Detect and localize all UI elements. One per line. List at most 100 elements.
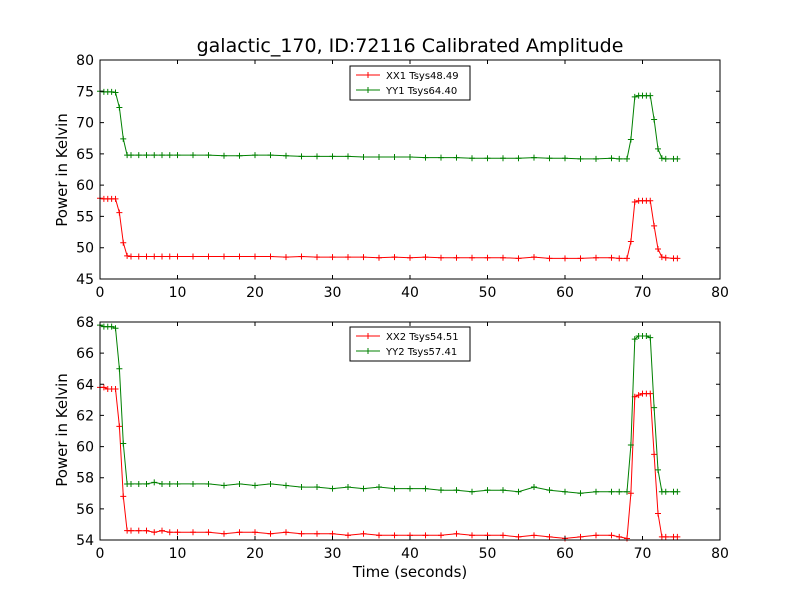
y-tick-label: 50 <box>76 241 94 257</box>
x-tick-label: 60 <box>556 546 574 562</box>
y-tick-label: 80 <box>76 53 94 69</box>
data-point <box>174 152 181 159</box>
data-point <box>151 479 158 486</box>
series-line-1-0 <box>100 386 678 539</box>
legend-label: YY1 Tsys64.40 <box>385 86 457 97</box>
data-point <box>643 333 650 340</box>
data-point <box>360 530 367 537</box>
y-tick-label: 60 <box>76 440 94 456</box>
x-tick-label: 20 <box>246 285 264 301</box>
data-point <box>298 153 305 160</box>
data-point <box>438 532 444 539</box>
series-line-0-1 <box>99 90 678 160</box>
data-point <box>166 529 173 536</box>
data-point <box>143 152 150 159</box>
x-tick-label: 10 <box>169 546 187 562</box>
data-point <box>500 254 506 261</box>
data-point <box>166 480 173 487</box>
data-point <box>616 155 623 162</box>
data-point <box>314 530 320 537</box>
data-point <box>616 488 623 495</box>
data-point <box>546 255 553 262</box>
data-point <box>608 155 615 162</box>
data-point <box>112 195 119 202</box>
x-tick-label: 50 <box>479 546 497 562</box>
data-point <box>608 254 615 261</box>
x-tick-label: 30 <box>324 546 342 562</box>
data-point <box>283 529 289 536</box>
data-point <box>120 239 127 246</box>
data-point <box>298 484 305 491</box>
data-point <box>624 535 630 542</box>
data-point <box>627 136 634 143</box>
data-point <box>190 529 196 536</box>
x-tick-label: 30 <box>324 285 342 301</box>
data-point <box>135 253 142 260</box>
data-point <box>631 336 638 343</box>
data-point <box>593 254 599 261</box>
data-point <box>438 254 444 261</box>
legend-marker <box>365 72 371 78</box>
data-point <box>635 392 642 399</box>
data-point <box>345 484 351 491</box>
data-point <box>546 155 553 162</box>
data-point <box>422 485 429 492</box>
data-point <box>112 385 119 392</box>
data-point <box>190 253 196 260</box>
data-point <box>407 153 413 160</box>
legend-label: XX1 Tsys48.49 <box>386 71 459 82</box>
data-point <box>329 530 336 537</box>
data-point <box>546 533 553 540</box>
data-point <box>391 532 398 539</box>
data-point <box>616 533 623 540</box>
legend-box <box>349 65 471 101</box>
x-tick-label: 60 <box>556 285 574 301</box>
data-point <box>329 153 336 160</box>
y-tick-label: 56 <box>76 502 94 518</box>
x-tick-label: 0 <box>96 546 105 562</box>
data-point <box>647 197 654 204</box>
top-y-axis-label: Power in Kelvin <box>53 113 71 227</box>
data-point <box>674 533 681 540</box>
x-tick-label: 80 <box>711 285 729 301</box>
data-point <box>236 253 243 260</box>
data-point <box>108 323 115 330</box>
data-point <box>655 245 661 252</box>
data-point <box>616 255 623 262</box>
data-point <box>407 485 413 492</box>
bottom-panel: 0 10 20 30 40 50 60 70 80 54 56 58 60 62 64 66 68 XX2 Tsy… <box>76 315 729 562</box>
data-point <box>166 152 173 159</box>
data-point <box>205 152 212 159</box>
data-point <box>236 529 243 536</box>
x-tick-label: 70 <box>634 285 652 301</box>
data-point <box>484 254 491 261</box>
data-point <box>283 152 289 159</box>
chart-title: galactic_170, ID:72116 Calibrated Amplit… <box>197 35 624 57</box>
data-point <box>205 253 212 260</box>
data-point <box>205 480 212 487</box>
data-point <box>422 154 429 161</box>
data-point <box>376 484 382 491</box>
y-tick-label: 64 <box>76 377 94 393</box>
data-point <box>329 254 336 261</box>
data-point <box>314 153 320 160</box>
data-point <box>205 529 212 536</box>
x-tick-label: 50 <box>479 285 497 301</box>
data-point <box>221 482 227 489</box>
data-point <box>108 88 115 95</box>
data-point <box>546 487 553 494</box>
x-tick-label: 40 <box>401 285 419 301</box>
y-tick-label: 60 <box>76 178 94 194</box>
data-point <box>159 253 165 260</box>
data-point <box>174 529 181 536</box>
data-point <box>252 529 258 536</box>
data-point <box>515 255 522 262</box>
data-point <box>500 487 506 494</box>
data-point <box>674 488 681 495</box>
data-point <box>531 154 537 161</box>
data-point <box>267 480 274 487</box>
data-point <box>159 480 165 487</box>
data-point <box>376 532 382 539</box>
legend-marker <box>365 333 371 339</box>
data-point <box>143 480 150 487</box>
